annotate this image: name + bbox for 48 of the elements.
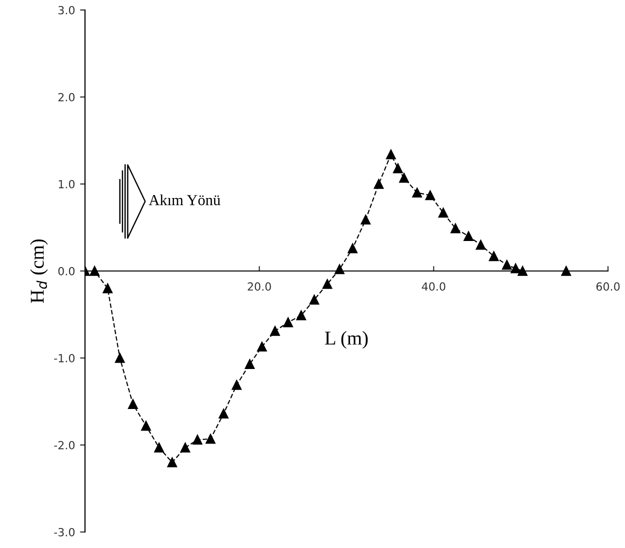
point — [270, 326, 280, 336]
point — [464, 231, 474, 242]
x-tick-label: 40.0 — [422, 282, 446, 291]
point — [154, 442, 164, 452]
point — [192, 434, 202, 445]
point — [488, 251, 499, 262]
point — [561, 266, 572, 276]
y-tick-label: 3.0 — [58, 6, 75, 14]
point — [232, 380, 242, 390]
point — [412, 188, 422, 198]
point — [348, 244, 358, 254]
point — [425, 190, 436, 200]
point — [438, 208, 448, 218]
point — [218, 408, 228, 419]
y-tick-label: -3.0 — [54, 528, 75, 536]
y-tick-label: 2.0 — [58, 92, 75, 102]
point — [386, 150, 396, 160]
point — [141, 421, 151, 431]
point — [374, 179, 384, 189]
y-tick-label: 1.0 — [58, 180, 75, 188]
point — [102, 284, 113, 294]
y-tick-label: 0.0 — [58, 266, 75, 276]
point — [257, 342, 267, 352]
point — [90, 266, 100, 276]
point — [283, 317, 293, 328]
y-tick-label: -2.0 — [54, 440, 75, 450]
point — [393, 163, 403, 174]
y-axis-title: H$_{d}$ (cm) — [30, 239, 48, 304]
y-tick-label: -1.0 — [54, 354, 75, 362]
point — [518, 266, 528, 276]
point — [502, 260, 512, 270]
point — [206, 434, 216, 444]
x-tick-label: 60.0 — [596, 282, 620, 291]
point — [399, 173, 409, 183]
annotation: Akım Yönü — [148, 194, 220, 206]
point — [322, 279, 332, 289]
point — [180, 442, 190, 452]
point — [167, 458, 178, 468]
point — [450, 224, 460, 234]
x-tick-label: 20.0 — [248, 282, 271, 291]
point — [128, 399, 138, 409]
point — [309, 294, 320, 305]
point — [115, 353, 125, 363]
point — [244, 359, 255, 369]
x-axis-title: L (m) — [325, 331, 368, 349]
point — [360, 214, 371, 225]
point — [476, 240, 486, 250]
point — [296, 310, 306, 320]
